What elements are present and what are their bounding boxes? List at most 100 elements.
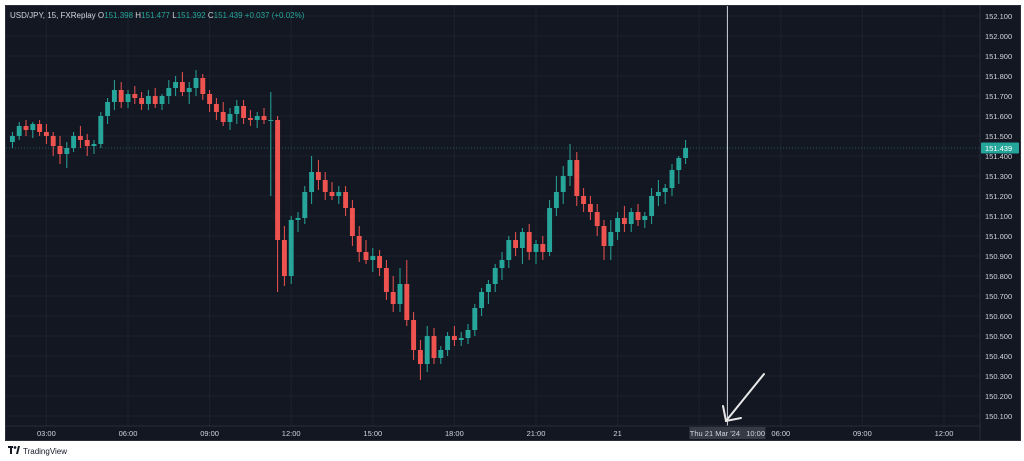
candle-body (254, 116, 260, 120)
candle-body (635, 212, 641, 220)
crosshair-time-text: Thu 21 Mar '24 10:00 (690, 429, 765, 438)
candle-body (349, 208, 355, 236)
y-tick-label: 150.200 (985, 392, 1012, 401)
candle-body (220, 112, 226, 122)
candle-body (356, 236, 362, 252)
candle-body (608, 232, 614, 246)
candle-body (139, 98, 145, 104)
close-value: 151.439 (213, 11, 243, 20)
candle-body (417, 350, 423, 364)
open-label: O (97, 11, 105, 20)
chart-frame[interactable]: 152.100 152.000 151.900 151.800 151.700 151.6… (5, 5, 1021, 441)
x-tick-label: 09:00 (853, 429, 872, 438)
candle-body (438, 350, 444, 358)
candle-body (166, 88, 172, 96)
x-tick-label: 12:00 (935, 429, 954, 438)
candle-body (152, 96, 158, 104)
candle-body (431, 336, 437, 358)
candle-body (642, 216, 648, 220)
candle-body (315, 172, 321, 180)
candle-body (288, 220, 294, 276)
candle-body (526, 232, 532, 252)
candle-body (98, 116, 104, 144)
y-tick-label: 151.900 (985, 52, 1012, 61)
high-label: H (135, 11, 142, 20)
candle-body (77, 136, 83, 140)
candle-body (193, 78, 199, 88)
price-axis[interactable]: 152.100 152.000 151.900 151.800 151.700 151.6… (979, 6, 1020, 440)
candle-body (506, 240, 512, 260)
candle-body (30, 124, 36, 130)
candle-body (485, 284, 491, 292)
y-tick-label: 151.500 (985, 132, 1012, 141)
candle-body (50, 136, 56, 146)
candle-body (295, 218, 301, 220)
candle-body (200, 78, 206, 94)
close-label: C (207, 11, 214, 20)
candle-body (683, 148, 689, 158)
candle-body (91, 144, 97, 146)
tradingview-branding[interactable]: TradingView (8, 446, 67, 456)
y-tick-label: 150.100 (985, 412, 1012, 421)
candle-body (451, 336, 457, 340)
candle-body (567, 160, 573, 176)
y-tick-label: 151.600 (985, 112, 1012, 121)
x-tick-label: 18:00 (445, 429, 464, 438)
arrow-annotation (722, 373, 765, 423)
high-value: 151.477 (141, 11, 170, 20)
candle-body (227, 114, 233, 122)
candle-body (16, 126, 22, 136)
candle-body (676, 158, 682, 170)
candle-body (261, 116, 267, 120)
candle-body (492, 268, 498, 284)
x-tick-label: 06:00 (771, 429, 790, 438)
candle-body (64, 148, 70, 154)
y-tick-label: 150.600 (985, 312, 1012, 321)
candle-body (390, 292, 396, 304)
open-value: 151.398 (104, 11, 134, 20)
y-tick-label: 151.000 (985, 232, 1012, 241)
candle-body (329, 192, 335, 196)
candle-body (458, 338, 464, 340)
price-axis-bg (980, 6, 1020, 440)
candle-body (397, 284, 403, 304)
candlestick-chart[interactable]: 152.100 152.000 151.900 151.800 151.700 151.6… (6, 6, 1020, 440)
y-tick-label: 151.100 (985, 212, 1012, 221)
x-tick-label: 03:00 (37, 429, 56, 438)
y-tick-label: 150.500 (985, 332, 1012, 341)
ohlc-legend: USD/JPY, 15, FXReplay O151.398 H151.477 … (10, 11, 304, 20)
candle-body (560, 176, 566, 192)
candle-body (213, 104, 219, 112)
candle-body (465, 330, 471, 338)
candle-body (322, 180, 328, 192)
candle-body (302, 192, 308, 218)
candle-body (553, 192, 559, 208)
candle-body (105, 102, 111, 116)
candle-body (581, 196, 587, 204)
candle-body (84, 140, 90, 146)
current-price-label: 151.439 (981, 142, 1019, 154)
candle-body (601, 226, 607, 246)
current-price-text: 151.439 (985, 144, 1012, 153)
candle-body (111, 90, 117, 102)
symbol-label[interactable]: USD/JPY, 15, FXReplay (10, 11, 96, 20)
candle-body (23, 126, 29, 130)
low-label: L (172, 11, 177, 20)
candle-body (186, 88, 192, 92)
candle-body (669, 170, 675, 188)
candle-body (241, 106, 247, 118)
y-tick-label: 150.300 (985, 372, 1012, 381)
x-tick-label: 06:00 (119, 429, 138, 438)
candle-body (587, 204, 593, 212)
candle-body (424, 336, 430, 364)
candle-body (363, 252, 369, 260)
candle-body (268, 120, 274, 121)
candle-body (513, 240, 519, 248)
candle-body (649, 196, 655, 216)
y-tick-label: 152.100 (985, 12, 1012, 21)
x-tick-label: 09:00 (200, 429, 219, 438)
y-tick-label: 152.000 (985, 32, 1012, 41)
candle-body (179, 82, 185, 92)
time-axis[interactable]: 03:0006:0009:0012:0015:0018:0021:002103:… (6, 425, 980, 438)
candle-body (309, 172, 315, 192)
